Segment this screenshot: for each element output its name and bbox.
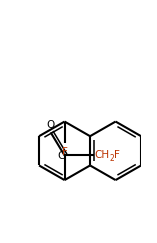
Text: 2: 2 [110, 154, 114, 163]
Text: O: O [46, 120, 55, 130]
Text: F: F [62, 147, 68, 156]
Text: C: C [58, 151, 65, 161]
Text: CH: CH [95, 150, 110, 160]
Text: F: F [114, 150, 120, 160]
